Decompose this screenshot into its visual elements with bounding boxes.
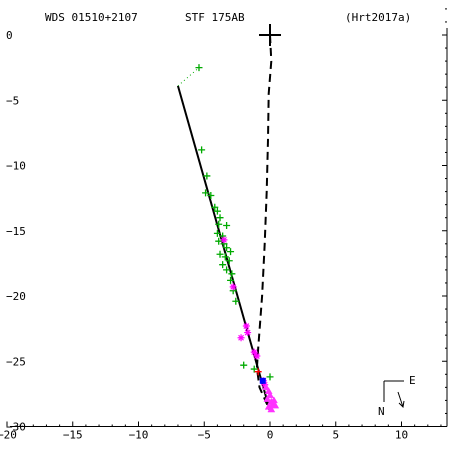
triangle-point bbox=[267, 405, 276, 413]
plus-point bbox=[250, 365, 258, 373]
star-point bbox=[250, 348, 258, 356]
plus-point bbox=[215, 220, 223, 228]
axes: −20 −15 −10 −5 0 5 10 0 −5 −10 −15 −20 −25 −30 bbox=[0, 8, 448, 442]
plus-point bbox=[223, 266, 231, 274]
plus-point bbox=[216, 214, 224, 222]
triangle-point bbox=[263, 395, 272, 402]
plus-point bbox=[225, 257, 233, 265]
compass-motion-arrow-icon bbox=[397, 391, 405, 409]
y-tick-label: −25 bbox=[6, 355, 26, 368]
plus-point bbox=[254, 368, 262, 376]
dotted-connector bbox=[177, 67, 200, 87]
plus-point bbox=[221, 253, 229, 261]
plus-point bbox=[211, 203, 219, 211]
plus-point bbox=[215, 237, 223, 245]
plus-point bbox=[213, 229, 221, 237]
plus-point bbox=[227, 276, 235, 284]
star-point bbox=[261, 381, 269, 389]
x-tick-label: −20 bbox=[0, 429, 17, 442]
y-tick-label: −15 bbox=[6, 225, 26, 238]
plus-point bbox=[266, 373, 274, 381]
compass-rose: E N bbox=[378, 374, 416, 418]
compass-north-label: N bbox=[378, 405, 385, 418]
triangle-point bbox=[271, 401, 280, 409]
plus-point bbox=[202, 189, 210, 197]
plus-point bbox=[223, 222, 231, 230]
plus-point bbox=[195, 64, 203, 72]
x-tick-label: −10 bbox=[129, 429, 149, 442]
x-tick-label: 5 bbox=[332, 429, 339, 442]
plus-point bbox=[213, 207, 221, 215]
y-tick-label: 0 bbox=[6, 29, 13, 42]
y-tick-label: −30 bbox=[6, 421, 26, 434]
primary-star-marker bbox=[259, 24, 281, 46]
header-star-name: STF 175AB bbox=[185, 11, 245, 24]
star-point bbox=[242, 322, 250, 330]
triangle-point bbox=[270, 396, 278, 404]
star-point bbox=[220, 236, 228, 244]
fitted-line bbox=[176, 67, 271, 412]
compass-east-label: E bbox=[409, 374, 416, 387]
plus-point bbox=[232, 297, 240, 305]
plus-point bbox=[227, 248, 235, 256]
plus-point bbox=[223, 244, 231, 252]
plus-point bbox=[228, 270, 236, 278]
star-point bbox=[229, 283, 237, 291]
fit-line bbox=[176, 85, 271, 412]
triangle-point bbox=[266, 391, 274, 398]
x-tick-label: −15 bbox=[63, 429, 83, 442]
star-point bbox=[237, 334, 245, 342]
y-tick-label: −5 bbox=[6, 94, 19, 107]
x-tick-label: 0 bbox=[267, 429, 274, 442]
y-tick-label: −20 bbox=[6, 290, 26, 303]
x-tick-label: −5 bbox=[198, 429, 211, 442]
plus-point bbox=[219, 261, 227, 269]
star-point bbox=[253, 352, 261, 360]
plus-point bbox=[216, 250, 224, 258]
x-tick-label: 10 bbox=[395, 429, 408, 442]
plus-point bbox=[198, 146, 206, 154]
plus-point bbox=[240, 361, 248, 369]
star-point bbox=[244, 329, 252, 337]
header-reference: (Hrt2017a) bbox=[345, 11, 411, 24]
data-points bbox=[195, 64, 280, 413]
square-point bbox=[259, 377, 266, 384]
plus-point bbox=[207, 192, 215, 200]
header-wds-id: WDS 01510+2107 bbox=[45, 11, 138, 24]
triangle-point bbox=[262, 383, 270, 391]
y-tick-label: −10 bbox=[6, 160, 26, 173]
primary-cross bbox=[259, 24, 281, 46]
plus-point bbox=[203, 172, 211, 180]
